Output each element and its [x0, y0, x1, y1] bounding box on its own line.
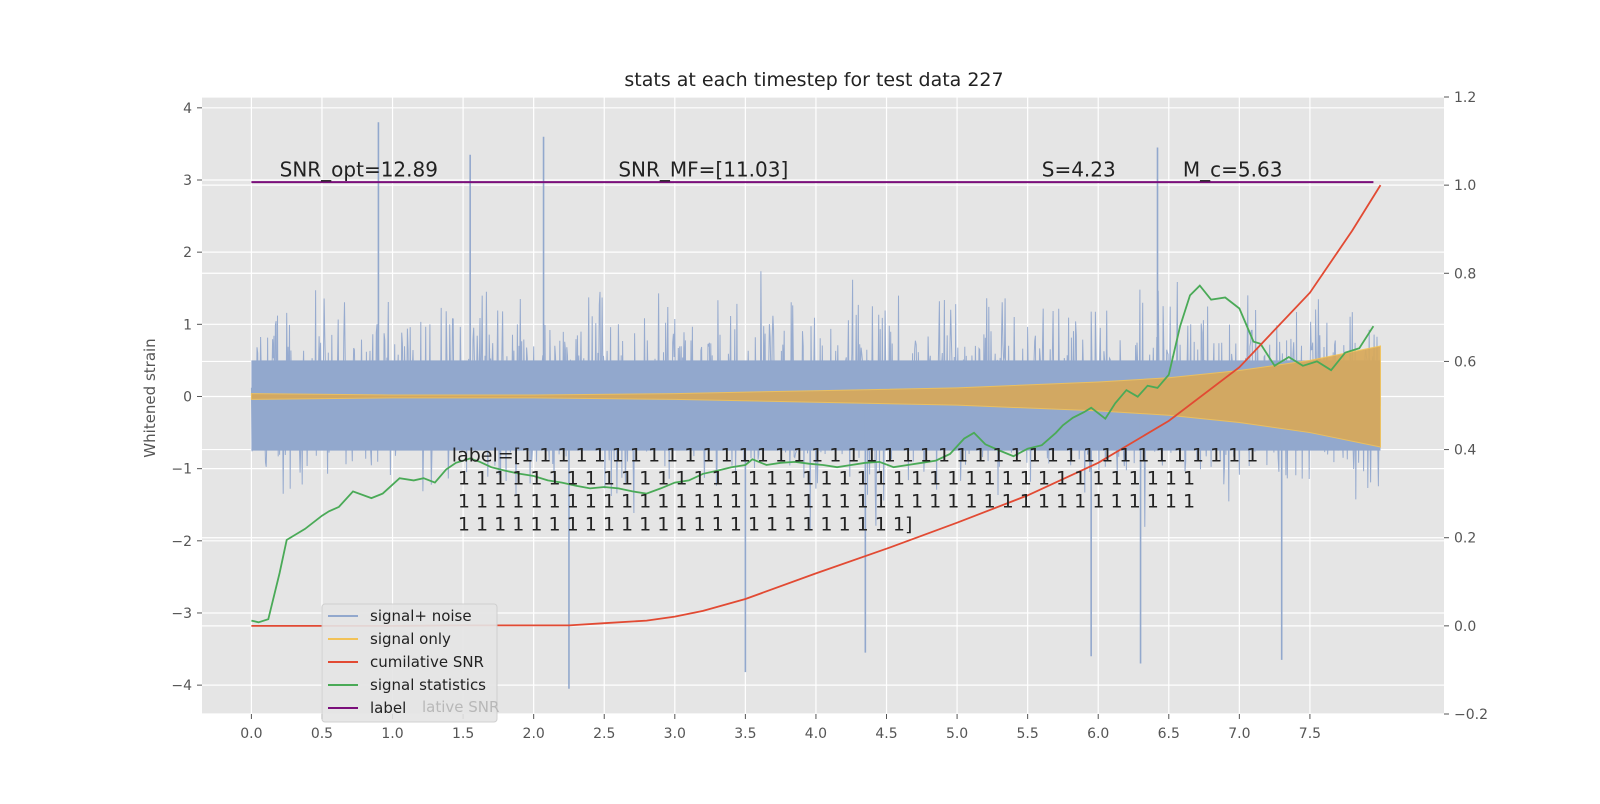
- annotation-text: M_c=5.63: [1183, 157, 1283, 181]
- annotation-text: S=4.23: [1042, 157, 1116, 181]
- legend: lative SNR signal+ noise signal only cumila…: [321, 603, 499, 723]
- legend-ghost-text: lative SNR: [422, 698, 499, 716]
- legend-label: signal statistics: [370, 676, 486, 694]
- x-tick-label: 1.0: [381, 726, 403, 742]
- x-axis-ticks: 0.0 0.5 1.0 1.5 2.0 2.5 3.0 3.5 4.0 4.5 5.0 5.5 6.0 6…: [240, 714, 1321, 742]
- x-tick-label: 1.5: [452, 726, 474, 742]
- y-tick-label: −1: [171, 462, 192, 478]
- label-annotation-line: label=[1 1 1 1 1 1 1 1 1 1 1 1 1 1 1 1 1…: [452, 444, 1259, 466]
- y-right-tick-label: 0.4: [1454, 443, 1476, 459]
- y-right-tick-label: 1.0: [1454, 178, 1476, 194]
- legend-label: cumilative SNR: [370, 653, 484, 671]
- annotation-text: SNR_MF=[11.03]: [618, 157, 788, 181]
- label-annotation-line: 1 1 1 1 1 1 1 1 1 1 1 1 1 1 1 1 1 1 1 1 …: [452, 467, 1195, 489]
- y-tick-label: 4: [183, 101, 192, 117]
- y-right-tick-label: 0.0: [1454, 619, 1476, 635]
- x-tick-label: 6.5: [1158, 726, 1180, 742]
- x-tick-label: 2.0: [523, 726, 545, 742]
- y-tick-label: −4: [171, 678, 192, 694]
- legend-label: label: [370, 699, 406, 717]
- x-tick-label: 7.5: [1299, 726, 1321, 742]
- y-axis-label: Whitened strain: [141, 338, 159, 457]
- y-axis-right-ticks: 1.2 1.0 0.8 0.6 0.4 0.2 0.0 −0.2: [1444, 90, 1488, 723]
- x-tick-label: 4.0: [805, 726, 827, 742]
- y-right-tick-label: 0.8: [1454, 266, 1476, 282]
- x-tick-label: 7.0: [1228, 726, 1250, 742]
- y-tick-label: 1: [183, 317, 192, 333]
- annotations: SNR_opt=12.89 SNR_MF=[11.03] S=4.23 M_c=5.6…: [280, 157, 1283, 535]
- signal-statistics-series: [251, 284, 1375, 624]
- signal-statistics-line: [251, 284, 1375, 624]
- x-tick-label: 0.0: [240, 726, 262, 742]
- chart-title: stats at each timestep for test data 227: [624, 69, 1003, 91]
- annotation-text: SNR_opt=12.89: [280, 157, 438, 181]
- x-tick-label: 3.5: [734, 726, 756, 742]
- signal-only-series: [250, 345, 1381, 448]
- x-tick-label: 0.5: [311, 726, 333, 742]
- y-tick-label: 2: [183, 245, 192, 261]
- x-tick-label: 5.0: [946, 726, 968, 742]
- label-annotation-line: 1 1 1 1 1 1 1 1 1 1 1 1 1 1 1 1 1 1 1 1 …: [452, 490, 1195, 512]
- y-right-tick-label: −0.2: [1454, 707, 1488, 723]
- x-tick-label: 2.5: [593, 726, 615, 742]
- x-tick-label: 5.5: [1017, 726, 1039, 742]
- y-axis-left-ticks: 4 3 2 1 0 −1 −2 −3 −4: [171, 101, 202, 694]
- y-tick-label: −3: [171, 606, 192, 622]
- x-tick-label: 4.5: [875, 726, 897, 742]
- y-right-tick-label: 0.2: [1454, 531, 1476, 547]
- y-tick-label: −2: [171, 534, 192, 550]
- x-tick-label: 3.0: [664, 726, 686, 742]
- y-tick-label: 0: [183, 389, 192, 405]
- y-right-tick-label: 0.6: [1454, 354, 1476, 370]
- legend-label: signal+ noise: [370, 607, 472, 625]
- y-right-tick-label: 1.2: [1454, 90, 1476, 106]
- legend-box: [321, 603, 498, 723]
- legend-label: signal only: [370, 630, 451, 648]
- label-annotation-line: 1 1 1 1 1 1 1 1 1 1 1 1 1 1 1 1 1 1 1 1 …: [452, 513, 913, 535]
- y-tick-label: 3: [183, 173, 192, 189]
- signal-only-envelope: [250, 345, 1381, 448]
- x-tick-label: 6.0: [1087, 726, 1109, 742]
